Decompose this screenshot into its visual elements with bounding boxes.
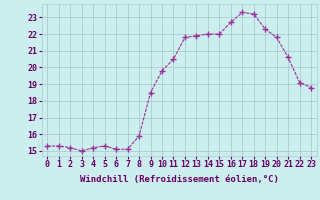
X-axis label: Windchill (Refroidissement éolien,°C): Windchill (Refroidissement éolien,°C)	[80, 175, 279, 184]
